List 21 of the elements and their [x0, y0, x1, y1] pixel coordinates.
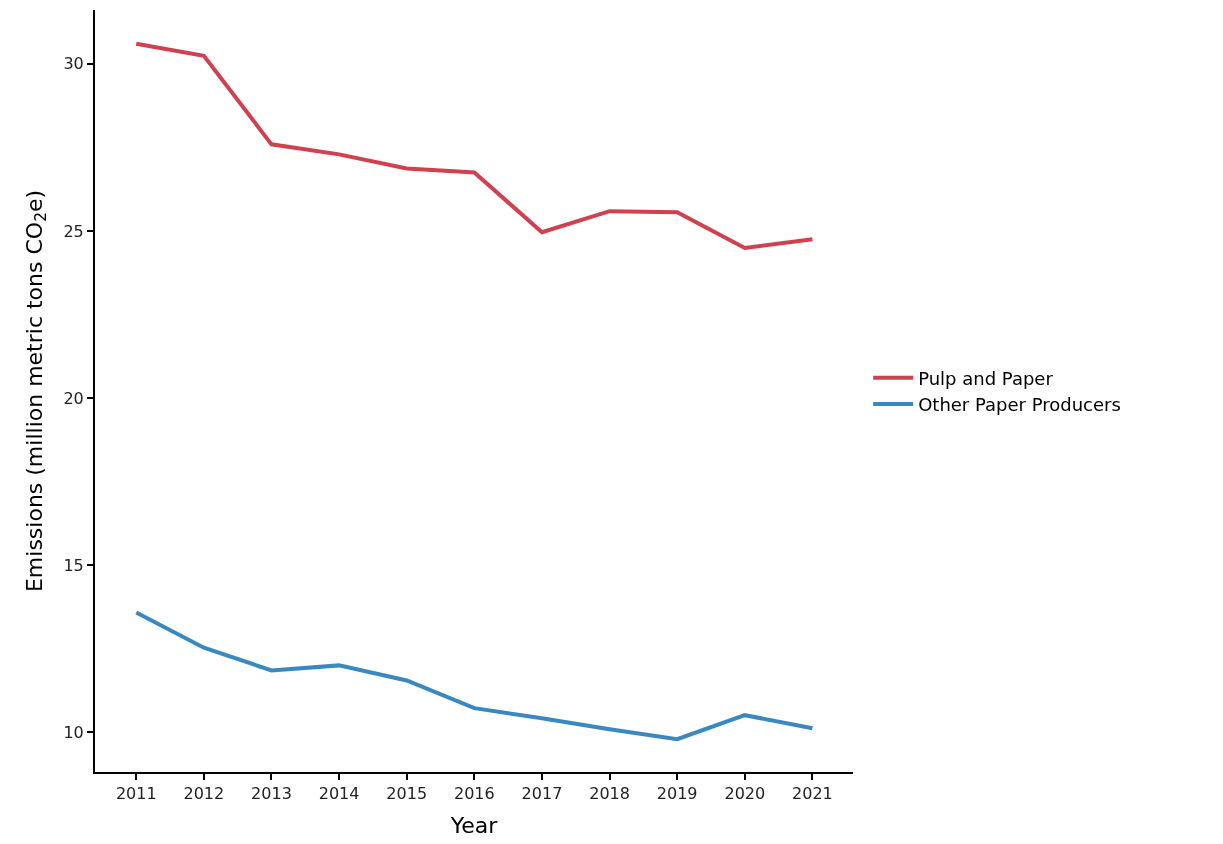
- line-series: [134, 610, 815, 742]
- legend-label: Pulp and Paper: [918, 367, 1054, 389]
- x-tick-label: 2021: [792, 784, 833, 804]
- x-tick-label: 2016: [453, 784, 495, 804]
- x-tick-label: 2011: [115, 784, 157, 804]
- x-tick-label: 2018: [589, 784, 630, 804]
- x-tick-label: 2013: [251, 784, 292, 804]
- legend-label: Other Paper Producers: [918, 394, 1121, 416]
- x-tick-label: 2014: [318, 784, 360, 804]
- y-tick-label: 20: [63, 388, 84, 408]
- y-tick-label: 15: [63, 555, 84, 575]
- line-series: [134, 41, 815, 250]
- x-tick-label: 2012: [183, 784, 225, 804]
- x-tick-label: 2017: [521, 784, 563, 804]
- y-tick-label: 25: [63, 221, 84, 241]
- y-tick-label: 10: [63, 722, 84, 742]
- x-axis-title: Year: [449, 812, 499, 838]
- x-tick-label: 2020: [724, 784, 766, 804]
- y-tick-label: 30: [63, 54, 84, 74]
- x-tick-label: 2019: [656, 784, 698, 804]
- x-tick-label: 2015: [386, 784, 428, 804]
